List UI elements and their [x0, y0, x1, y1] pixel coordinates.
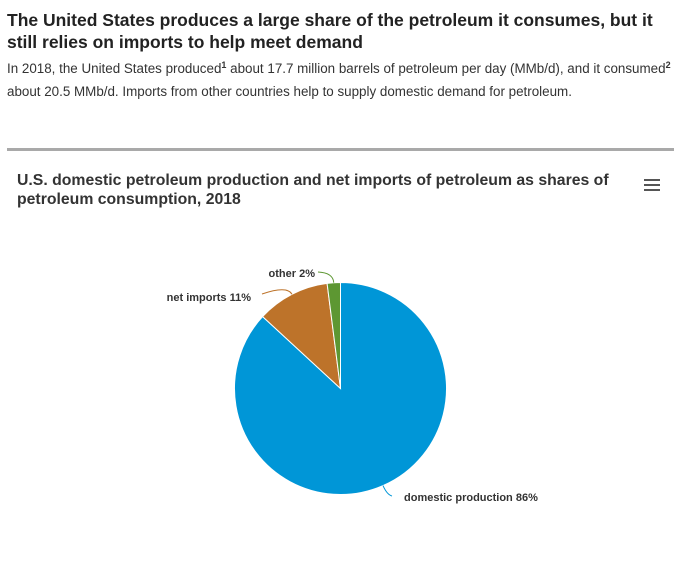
footnote-2[interactable]: 2 [665, 60, 671, 70]
slice-other[interactable] [326, 281, 341, 389]
label-net-imports: net imports 11% [167, 292, 252, 304]
intro-text-3: about 20.5 MMb/d. Imports from other cou… [7, 84, 572, 99]
connector-label-domestic-production [382, 485, 393, 497]
chart-title: U.S. domestic petroleum production and n… [17, 172, 609, 208]
menu-bar [644, 189, 660, 191]
intro-paragraph: In 2018, the United States produced1 abo… [7, 57, 679, 103]
intro-text-2: about 17.7 million barrels of petroleum … [226, 61, 666, 76]
connector-label-net-imports [261, 289, 293, 295]
menu-bar [644, 179, 660, 181]
label-other: other 2% [269, 268, 316, 280]
hamburger-menu-icon[interactable] [641, 177, 663, 195]
slice-net-imports[interactable] [261, 282, 342, 390]
connector-label-other [317, 271, 335, 283]
menu-bar [644, 184, 660, 186]
label-domestic-production: domestic production 86% [404, 492, 538, 504]
page-headline: The United States produces a large share… [7, 10, 653, 52]
intro-text-1: In 2018, the United States produced [7, 61, 222, 76]
footnote-1[interactable]: 1 [221, 60, 227, 70]
section-divider [7, 148, 674, 151]
